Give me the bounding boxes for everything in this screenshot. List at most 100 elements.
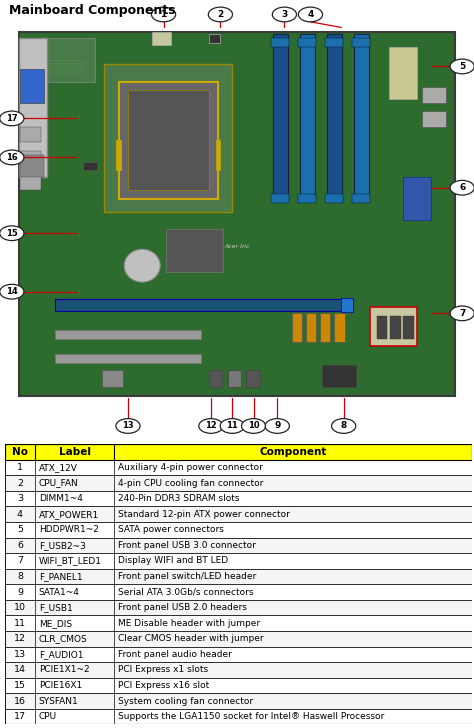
Bar — [152, 32, 171, 45]
Text: 4: 4 — [17, 510, 23, 518]
Bar — [5, 444, 472, 459]
Text: Auxiliary 4-pin power connector: Auxiliary 4-pin power connector — [118, 463, 263, 472]
Text: 17: 17 — [6, 114, 18, 123]
Text: Acer Inc: Acer Inc — [224, 244, 250, 249]
Bar — [5, 553, 472, 569]
Bar — [128, 90, 209, 190]
Text: 5: 5 — [459, 62, 465, 71]
Bar — [209, 370, 222, 387]
Bar — [216, 140, 220, 170]
Bar — [298, 194, 316, 203]
Bar — [5, 709, 472, 724]
Text: 7: 7 — [17, 556, 23, 566]
Bar — [322, 365, 356, 387]
Text: WIFI_BT_LED1: WIFI_BT_LED1 — [39, 556, 102, 566]
Text: Display WIFI and BT LED: Display WIFI and BT LED — [118, 556, 228, 566]
Ellipse shape — [209, 7, 232, 22]
Bar — [246, 370, 260, 387]
Text: 10: 10 — [248, 422, 259, 430]
Text: 12: 12 — [205, 422, 217, 430]
Text: Label: Label — [59, 447, 91, 457]
Ellipse shape — [151, 7, 175, 22]
Bar — [271, 194, 289, 203]
Bar — [271, 39, 289, 47]
Bar — [370, 307, 417, 346]
Circle shape — [124, 249, 160, 282]
Text: 6: 6 — [17, 541, 23, 550]
Bar — [5, 491, 472, 507]
Bar — [5, 537, 472, 553]
Text: SYSFAN1: SYSFAN1 — [39, 697, 79, 705]
Bar — [5, 459, 472, 475]
Bar — [5, 569, 472, 584]
Text: 1: 1 — [17, 463, 23, 472]
Text: 16: 16 — [6, 153, 18, 162]
Text: Serial ATA 3.0Gb/s connectors: Serial ATA 3.0Gb/s connectors — [118, 587, 254, 596]
Bar — [422, 87, 446, 103]
Text: 9: 9 — [274, 422, 281, 430]
Bar — [325, 39, 343, 47]
Text: 11: 11 — [14, 619, 26, 628]
Bar — [102, 370, 123, 387]
Bar — [298, 39, 316, 47]
Text: 2: 2 — [17, 478, 23, 488]
Text: 10: 10 — [14, 603, 26, 612]
Bar — [292, 313, 302, 341]
Bar — [390, 315, 401, 339]
Bar — [5, 600, 472, 615]
Bar — [116, 140, 121, 170]
Bar — [306, 313, 316, 341]
Bar — [55, 354, 201, 363]
Bar — [389, 47, 417, 99]
Ellipse shape — [0, 150, 24, 165]
Text: SATA1~4: SATA1~4 — [39, 587, 80, 596]
Bar — [20, 127, 41, 142]
Text: PCI Express x1 slots: PCI Express x1 slots — [118, 665, 208, 674]
Bar — [228, 370, 241, 387]
Text: F_USB1: F_USB1 — [39, 603, 73, 612]
Bar — [403, 177, 431, 220]
Ellipse shape — [299, 7, 322, 22]
Text: Front panel switch/LED header: Front panel switch/LED header — [118, 572, 256, 581]
Bar — [5, 631, 472, 646]
Bar — [325, 194, 343, 203]
Ellipse shape — [0, 111, 24, 126]
Text: HDDPWR1~2: HDDPWR1~2 — [39, 525, 99, 534]
Text: 9: 9 — [17, 587, 23, 596]
Text: PCIE1X1~2: PCIE1X1~2 — [39, 665, 90, 674]
Text: PCI Express x16 slot: PCI Express x16 slot — [118, 681, 210, 690]
Text: SATA power connectors: SATA power connectors — [118, 525, 224, 534]
Text: 5: 5 — [17, 525, 23, 534]
Ellipse shape — [450, 181, 474, 195]
Text: CPU: CPU — [39, 712, 57, 721]
Text: DIMM1~4: DIMM1~4 — [39, 494, 82, 503]
Text: Clear CMOS header with jumper: Clear CMOS header with jumper — [118, 634, 264, 644]
Bar — [5, 662, 472, 678]
Text: 17: 17 — [14, 712, 26, 721]
Text: 13: 13 — [122, 422, 134, 430]
Bar — [20, 151, 41, 166]
Text: 8: 8 — [17, 572, 23, 581]
Bar — [20, 68, 44, 103]
Text: ATX_12V: ATX_12V — [39, 463, 78, 472]
Text: 11: 11 — [227, 422, 238, 430]
Bar — [422, 111, 446, 127]
Text: ATX_POWER1: ATX_POWER1 — [39, 510, 99, 518]
Bar — [5, 507, 472, 522]
Ellipse shape — [331, 419, 356, 433]
Bar — [19, 32, 455, 395]
Bar — [354, 34, 369, 199]
Text: 13: 13 — [14, 650, 26, 659]
Bar — [83, 162, 97, 170]
Text: Front panel USB 3.0 connector: Front panel USB 3.0 connector — [118, 541, 256, 550]
Bar — [5, 522, 472, 537]
Bar — [166, 229, 223, 272]
Ellipse shape — [116, 419, 140, 433]
Text: 6: 6 — [459, 183, 465, 192]
Bar — [334, 313, 345, 341]
Bar — [352, 194, 370, 203]
Ellipse shape — [272, 7, 296, 22]
Text: 15: 15 — [14, 681, 26, 690]
Bar — [55, 330, 201, 339]
Bar — [28, 39, 95, 82]
